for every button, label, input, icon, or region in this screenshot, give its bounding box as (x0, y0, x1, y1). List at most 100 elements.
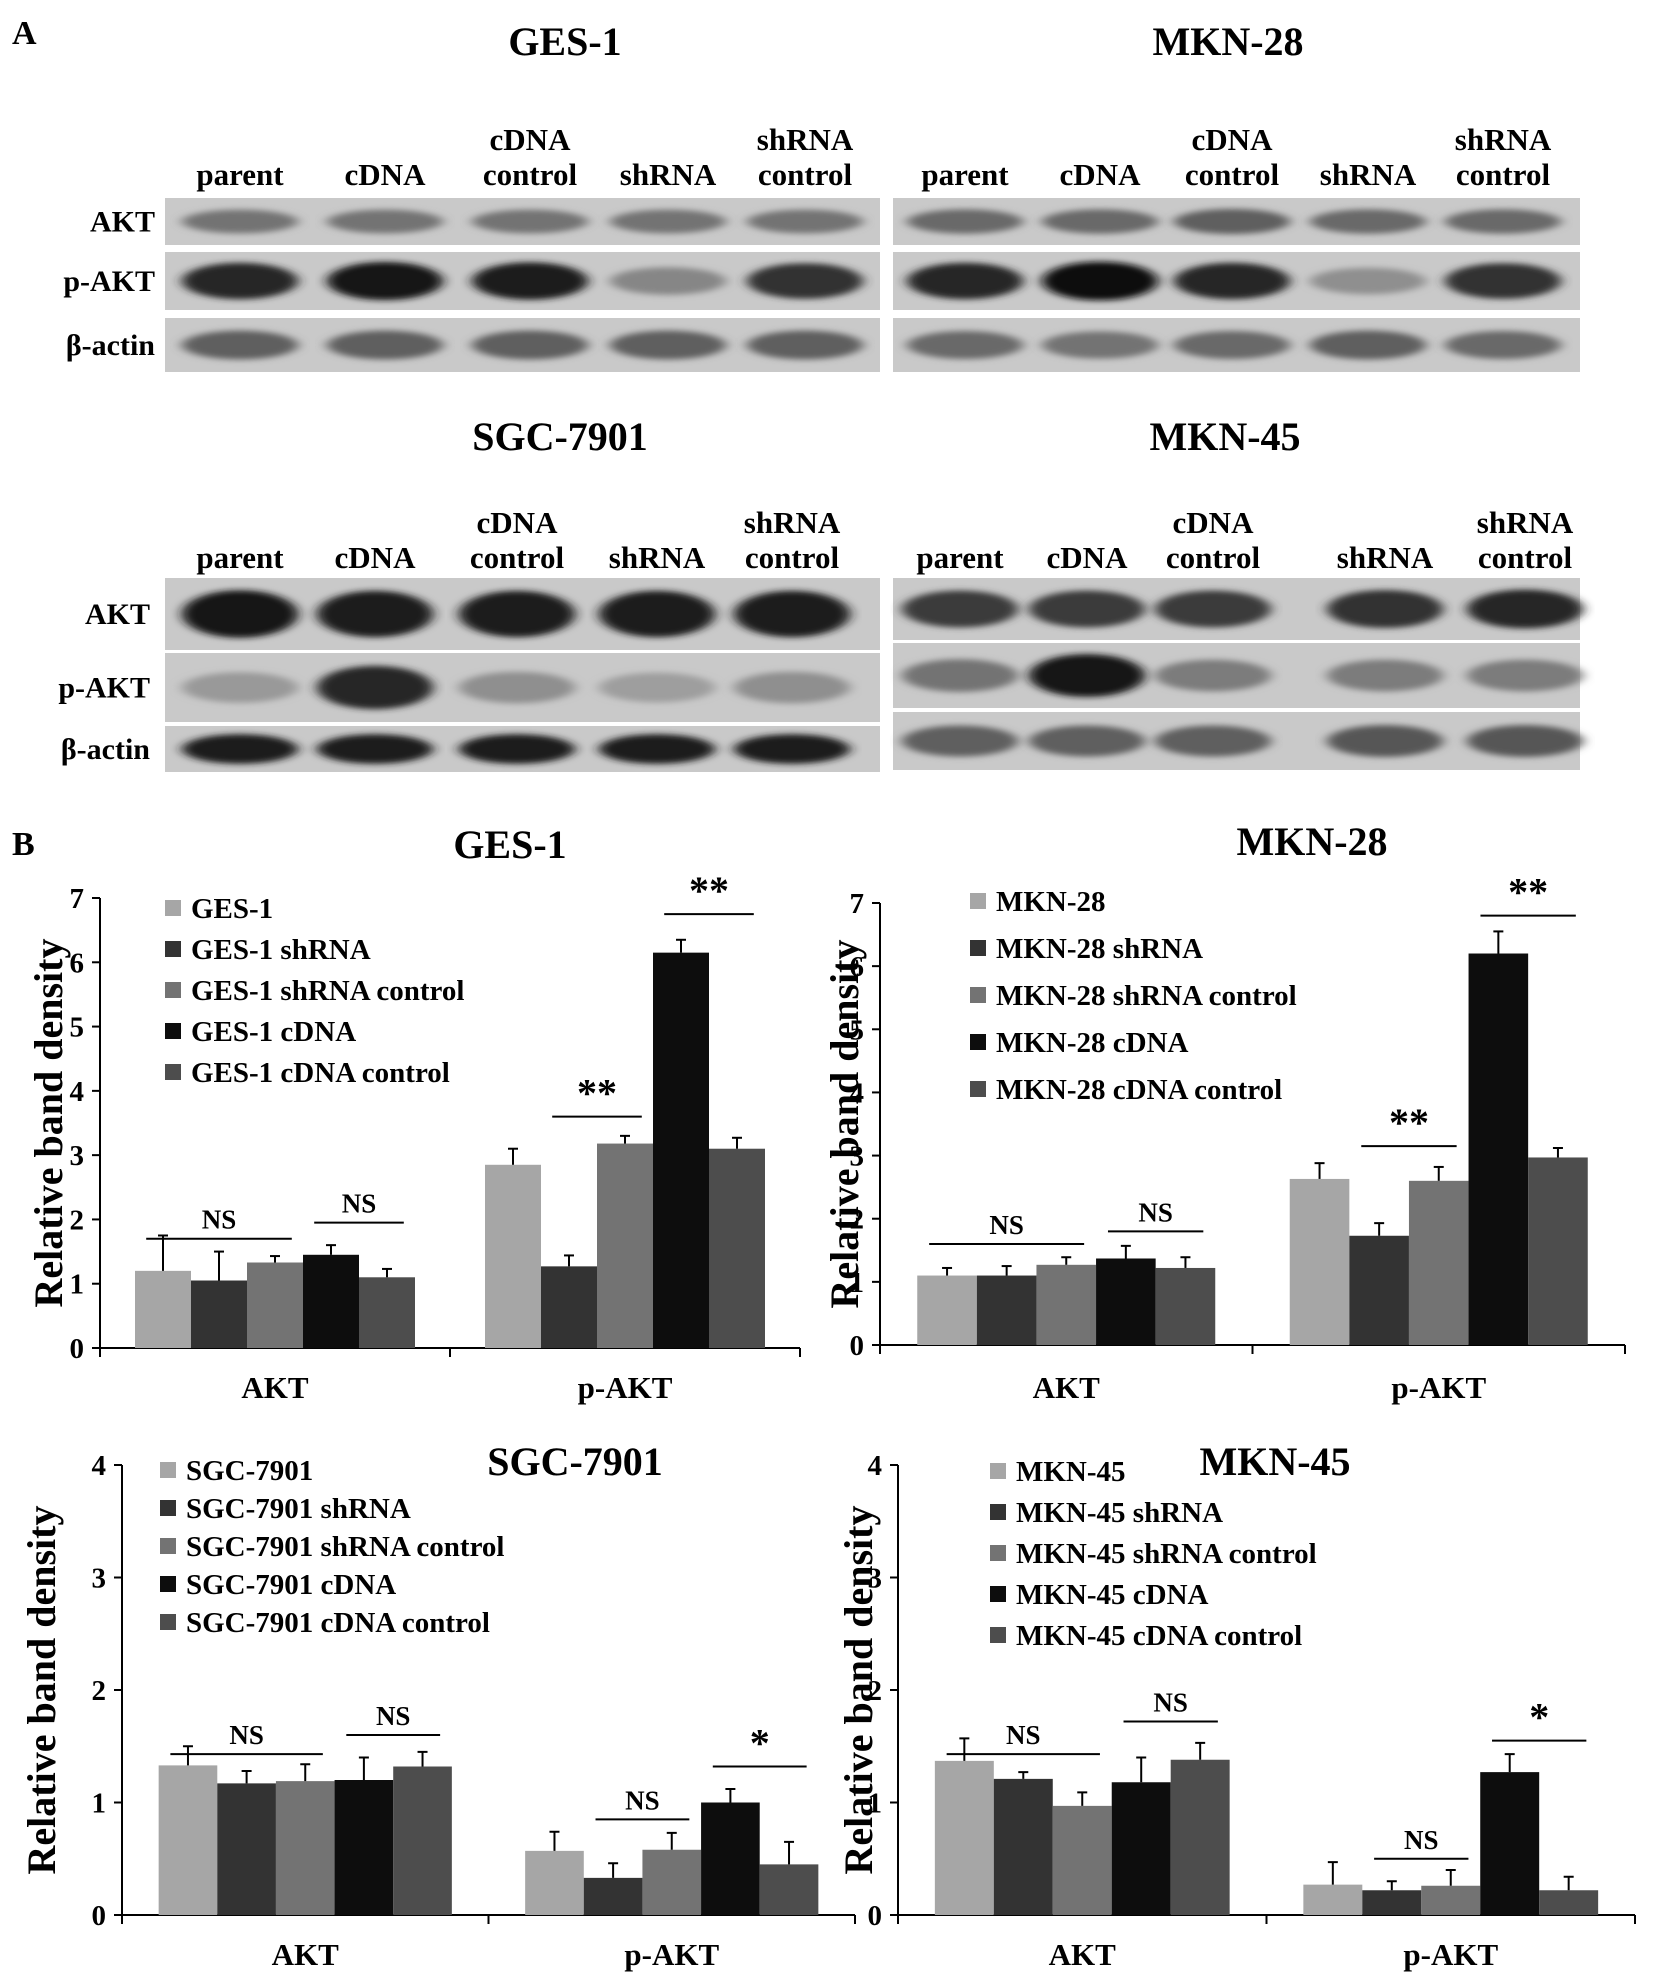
x-tick-label: AKT (1033, 1370, 1101, 1405)
significance-label: NS (229, 1720, 264, 1750)
legend-label: SGC-7901 cDNA control (186, 1607, 490, 1639)
significance-label: NS (342, 1189, 377, 1219)
blot-band (1467, 659, 1583, 692)
blot-band (472, 209, 588, 234)
bar-chart-panels: GES-1 Relative band density 0 1 2 3 4 5 6 7 AKT p-A… (19, 819, 1636, 1972)
bar (303, 1254, 359, 1348)
legend-label: SGC-7901 shRNA control (186, 1531, 505, 1563)
blot-band (1467, 589, 1583, 629)
lane-label: cDNA (1047, 540, 1129, 575)
significance-label: NS (1138, 1197, 1173, 1227)
blot-band (599, 590, 715, 638)
bar (525, 1850, 584, 1915)
y-tick-label: 4 (92, 1450, 107, 1482)
y-tick-label: 0 (92, 1900, 107, 1932)
bar (1539, 1890, 1599, 1915)
x-tick-label: p-AKT (578, 1370, 673, 1405)
blot-band (182, 590, 298, 638)
legend-swatch (160, 1500, 176, 1516)
bar (934, 1760, 994, 1915)
blot-band (1445, 263, 1561, 299)
blot-row-label: p-AKT (58, 672, 150, 705)
y-tick-label: 6 (70, 947, 85, 979)
bar (709, 1148, 765, 1348)
bar (1096, 1258, 1156, 1345)
blot-band (327, 261, 443, 301)
blot-band (907, 262, 1023, 300)
y-tick-label: 4 (70, 1076, 85, 1108)
y-tick-label: 7 (70, 883, 85, 915)
blot-band (182, 330, 298, 360)
lane-label: shRNA control (1455, 122, 1552, 192)
bar (976, 1275, 1037, 1345)
blot-band (472, 262, 588, 300)
y-tick-label: 3 (868, 1563, 883, 1595)
y-tick-label: 2 (868, 1675, 883, 1707)
lane-label: parent (916, 540, 1004, 575)
bar (642, 1849, 702, 1915)
blot-band (1327, 589, 1443, 629)
lane-label: cDNA control (1166, 505, 1261, 575)
bar (217, 1783, 276, 1915)
legend-swatch (165, 1064, 181, 1080)
y-tick-label: 1 (92, 1788, 107, 1820)
bar-chart-4: MKN-45 Relative band density 0 1 2 3 4 AKT p-AKT… (836, 1439, 1636, 1972)
blot-band (182, 209, 298, 234)
blot-band (1445, 209, 1561, 234)
legend-swatch (970, 893, 986, 909)
legend-label: GES-1 cDNA control (191, 1057, 450, 1089)
legend-swatch (160, 1614, 176, 1630)
blot-band (747, 330, 863, 360)
blot-band (1310, 267, 1426, 295)
blot-panel-1: GES-1 parent cDNA cDNA control shRNA shRNA cont… (63, 19, 880, 372)
lane-label: shRNA control (1477, 505, 1574, 575)
bar (1362, 1890, 1422, 1915)
blot-band (747, 209, 863, 234)
y-tick-label: 1 (70, 1269, 85, 1301)
bar-chart-2: MKN-28 Relative band density 0 1 2 3 4 5 6 7 AKT p-… (822, 819, 1626, 1405)
x-tick-label: AKT (272, 1937, 340, 1972)
lane-label: shRNA control (744, 505, 841, 575)
bar (1036, 1264, 1097, 1345)
blot-band (1155, 590, 1271, 628)
bar (917, 1275, 977, 1345)
blot-band (182, 262, 298, 300)
chart-title: SGC-7901 (487, 1439, 663, 1484)
blot-band (472, 330, 588, 360)
y-axis-label: Relative band density (26, 939, 71, 1308)
blot-band (459, 671, 575, 704)
bar (1170, 1759, 1230, 1915)
bar (1111, 1782, 1171, 1915)
y-tick-label: 3 (70, 1140, 85, 1172)
blot-band (317, 665, 433, 710)
blot-band (610, 330, 726, 360)
significance-label: NS (1006, 1720, 1041, 1750)
y-tick-label: 3 (92, 1563, 107, 1595)
blot-title: SGC-7901 (472, 414, 648, 459)
blot-title: MKN-28 (1152, 19, 1303, 64)
blot-panel-4: MKN-45 parent cDNA cDNA control shRNA shRNA con… (893, 414, 1583, 770)
bar (1408, 1180, 1469, 1345)
significance-label: NS (625, 1785, 660, 1815)
legend-swatch (990, 1504, 1006, 1520)
lane-label: cDNA control (1185, 122, 1280, 192)
legend-swatch (165, 900, 181, 916)
significance-label: ** (1389, 1100, 1429, 1145)
legend-swatch (160, 1576, 176, 1592)
y-tick-label: 7 (850, 888, 865, 920)
bar-chart-1: GES-1 Relative band density 0 1 2 3 4 5 6 7 AKT p-A… (26, 822, 801, 1405)
blot-row-label: AKT (90, 206, 155, 239)
panel-label-b: B (12, 826, 35, 863)
y-tick-label: 2 (850, 1204, 865, 1236)
x-tick-label: p-AKT (1403, 1937, 1498, 1972)
legend-swatch (160, 1462, 176, 1478)
blot-band (327, 209, 443, 234)
blot-band (1155, 659, 1271, 692)
legend-label: MKN-28 (996, 886, 1106, 918)
bar (135, 1270, 191, 1348)
y-axis-label: Relative band density (19, 1506, 64, 1875)
blot-band (1042, 209, 1158, 234)
bar (759, 1864, 819, 1915)
blot-band (459, 590, 575, 638)
